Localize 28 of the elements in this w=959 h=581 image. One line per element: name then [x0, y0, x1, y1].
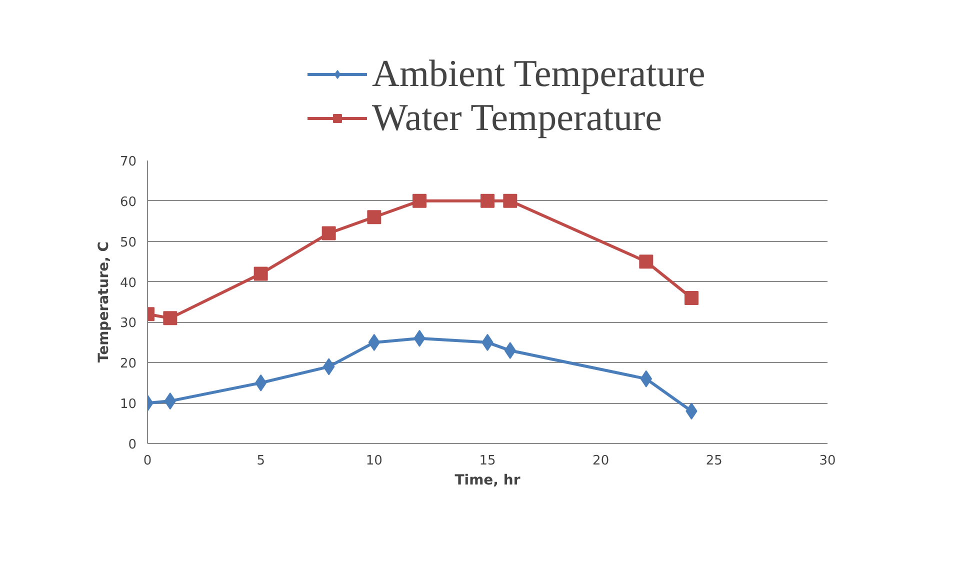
x-tick-label: 15 [479, 454, 496, 468]
point [684, 290, 698, 305]
y-tick-label: 30 [120, 316, 137, 332]
point [503, 194, 518, 208]
y-tick-label: 60 [120, 194, 137, 210]
point [322, 226, 336, 240]
y-tick-label: 20 [120, 356, 137, 372]
x-tick-label: 10 [366, 454, 382, 468]
y-axis-title: Temperature, C [96, 241, 112, 363]
y-tick-label: 70 [120, 154, 137, 170]
y-tick-label: 10 [120, 397, 137, 412]
point [639, 254, 654, 269]
legend-label: Water Temperature [372, 96, 662, 140]
point [412, 194, 426, 208]
point [480, 194, 494, 208]
y-tick-label: 50 [120, 235, 137, 250]
point [163, 311, 178, 326]
y-tick-label: 40 [120, 276, 137, 291]
x-tick-label: 20 [592, 454, 610, 468]
point [367, 210, 382, 224]
x-tick-label: 30 [819, 454, 836, 468]
x-axis-title: Time, hr [454, 472, 520, 488]
x-tick-label: 25 [706, 454, 722, 468]
legend-label: Ambient Temperature [372, 52, 706, 96]
x-tick-label: 0 [143, 454, 152, 468]
point [254, 266, 268, 281]
y-tick-label: 0 [128, 438, 137, 452]
x-tick-label: 5 [256, 454, 265, 468]
